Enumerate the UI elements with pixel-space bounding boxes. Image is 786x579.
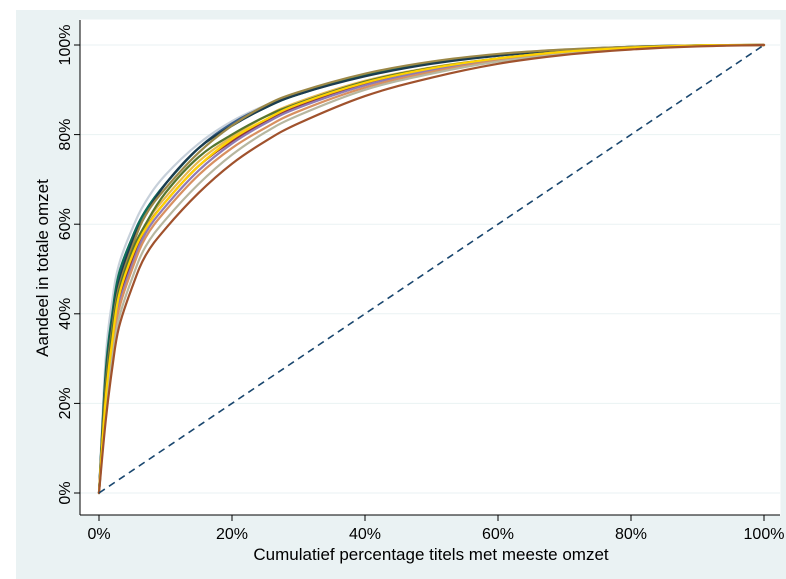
x-tick-label: 60%: [482, 526, 514, 543]
x-axis: 0% 20% 40% 60% 80% 100%: [80, 514, 785, 543]
y-axis-title: Aandeel in totale omzet: [33, 179, 52, 357]
y-tick-label: 40%: [57, 298, 74, 330]
y-tick-label: 20%: [57, 387, 74, 419]
equality-line-layer: [98, 44, 765, 494]
x-tick-label: 0%: [87, 526, 110, 543]
y-tick-label: 80%: [57, 119, 74, 151]
y-tick-label: 100%: [57, 25, 74, 66]
x-tick-label: 20%: [216, 526, 248, 543]
y-tick-label: 60%: [57, 208, 74, 240]
series-lines: [97, 43, 766, 495]
equality-diagonal-line: [98, 44, 765, 494]
y-axis: 0% 20% 40% 60% 80% 100%: [57, 20, 81, 515]
x-tick-label: 40%: [349, 526, 381, 543]
x-tick-label: 100%: [744, 526, 785, 543]
x-tick-label: 80%: [615, 526, 647, 543]
series-line-13: [97, 43, 766, 495]
y-tick-label: 0%: [57, 481, 74, 504]
plot-area: [79, 19, 781, 516]
series-line-12: [97, 43, 766, 495]
x-axis-title: Cumulatief percentage titels met meeste …: [253, 545, 609, 564]
